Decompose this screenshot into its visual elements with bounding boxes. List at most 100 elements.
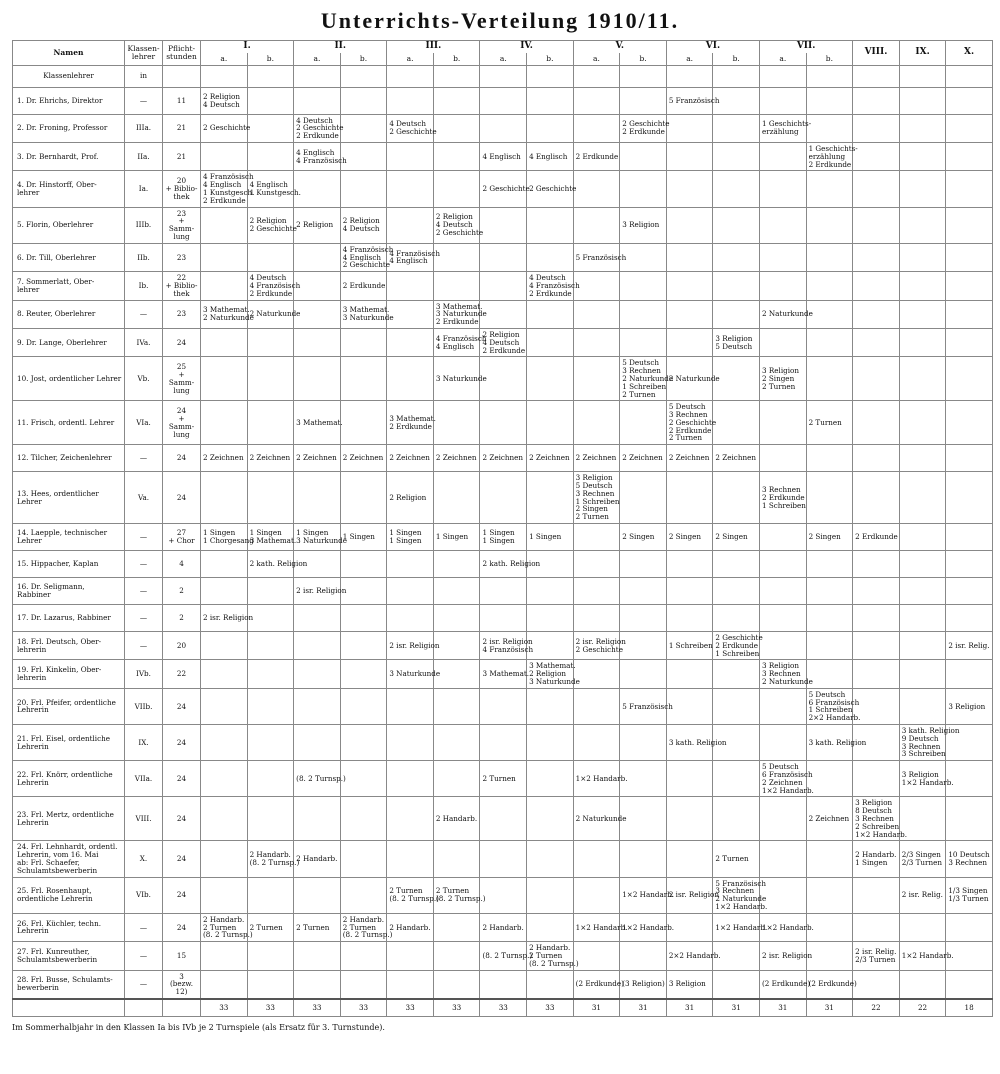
teacher-name: 8. Reuter, Oberlehrer (12, 299, 125, 329)
lesson-cell (759, 631, 807, 661)
lesson-cell: 1×2 Handarb. (572, 760, 628, 798)
sub-header: a. (479, 52, 528, 66)
lesson-cell: 3 Religion 3 Rechnen 2 Naturkunde (759, 659, 813, 689)
lesson-cell (665, 299, 714, 329)
teacher-name: 11. Frisch, ordentl. Lehrer (12, 400, 125, 446)
lesson-cell: 2 Handarb. 2 Turnen (8. 2 Turnsp.) (526, 941, 579, 971)
lesson-cell (898, 113, 947, 143)
lesson-cell (945, 969, 993, 1000)
lesson-cell (945, 912, 993, 943)
lesson-cell (619, 724, 667, 762)
lesson-cell (665, 113, 714, 143)
lesson-cell (852, 327, 900, 358)
lesson-cell (759, 444, 807, 473)
teacher-row: 18. Frl. Deutsch, Ober- lehrerin —20 2 isr… (12, 631, 993, 661)
lesson-cell (526, 471, 574, 525)
lesson-cell (526, 113, 574, 143)
lesson-cell: 2 Religion (293, 206, 341, 244)
lesson-cell: 2 Naturkunde (246, 299, 300, 329)
lesson-cell (339, 141, 388, 172)
required-hours: 24 (162, 724, 201, 762)
sub-header: b. (805, 52, 854, 66)
lesson-cell (200, 577, 248, 606)
total: 33 (432, 997, 481, 1017)
lesson-cell (945, 242, 993, 273)
lesson-cell (432, 659, 481, 689)
lesson-cell: 2 Zeichnen (805, 796, 854, 842)
lesson-cell (200, 724, 248, 762)
lesson-cell (526, 400, 574, 446)
teacher-row: 23. Frl. Mertz, ordentliche Lehrerin VIII… (12, 796, 993, 842)
lesson-cell: 2 Handarb. (386, 912, 434, 943)
lesson-cell: 2 Religion 4 Deutsch (339, 206, 388, 244)
lesson-cell (572, 687, 621, 726)
lesson-cell (386, 206, 434, 244)
class-teacher: Ia. (124, 170, 163, 208)
lesson-cell (200, 141, 248, 172)
lesson-cell (246, 604, 295, 633)
lesson-cell (805, 840, 854, 878)
teacher-name: 16. Dr. Seligmann, Rabbiner (12, 577, 125, 606)
required-hours: 24 (162, 687, 201, 726)
lesson-cell: 5 Französisch (572, 242, 626, 273)
lesson-cell: 1 Singen 1 Singen (479, 523, 528, 552)
sub-header: a. (386, 52, 434, 66)
lesson-cell: (3 Religion) (619, 969, 667, 1000)
lesson-cell: 3 Rechnen 2 Erdkunde 1 Schreiben (759, 471, 807, 525)
lesson-cell (246, 969, 295, 1000)
lesson-cell (712, 941, 760, 971)
lesson-cell (200, 271, 248, 301)
group-header: III. (386, 39, 481, 53)
group-header: IX. (898, 40, 947, 66)
lesson-cell (293, 659, 341, 689)
lesson-cell (293, 876, 341, 914)
required-hours: 24 (162, 327, 201, 358)
lesson-cell: 4 Deutsch 2 Geschichte (386, 113, 437, 143)
lesson-cell: 2 Geschichte (526, 170, 576, 208)
teacher-name: 4. Dr. Hinstorff, Ober- lehrer (12, 170, 125, 208)
lesson-cell (945, 941, 993, 971)
teacher-name: 14. Laepple, technischer Lehrer (12, 523, 125, 552)
lesson-cell (712, 604, 760, 633)
lesson-cell (479, 577, 528, 606)
lesson-cell (619, 941, 667, 971)
cell (12, 997, 125, 1017)
teacher-name: 17. Dr. Lazarus, Rabbiner (12, 604, 125, 633)
required-hours: 22 + Biblio- thek (162, 271, 201, 301)
teacher-name: 24. Frl. Lehnhardt, ordentl. Lehrerin, v… (12, 840, 125, 878)
lesson-cell (432, 242, 481, 273)
class-teacher: — (124, 969, 163, 1000)
required-hours: 21 (162, 141, 201, 172)
lesson-cell (526, 356, 574, 402)
lesson-cell: 3 Mathemat. 3 Naturkunde 2 Erdkunde (432, 299, 487, 329)
lesson-cell (805, 577, 854, 606)
lesson-cell (619, 170, 667, 208)
sub-header: a. (759, 52, 807, 66)
lesson-cell (246, 876, 295, 914)
lesson-cell (759, 724, 807, 762)
teacher-name: 23. Frl. Mertz, ordentliche Lehrerin (12, 796, 125, 842)
teacher-row: 9. Dr. Lange, Oberlehrer IVa. 24 4 Französi… (12, 327, 993, 358)
lesson-cell (432, 577, 481, 606)
class-teacher: — (124, 577, 163, 606)
lesson-cell: 3 Mathemat. 2 Naturkunde (200, 299, 254, 329)
lesson-cell: 2 Turnen (8. 2 Turnsp.) (432, 876, 486, 914)
lesson-cell (200, 659, 248, 689)
lesson-cell (759, 523, 807, 552)
lesson-cell (246, 659, 295, 689)
required-hours: 4 (162, 550, 201, 579)
lesson-cell: 5 Deutsch 6 Französisch 1 Schreiben 2×2 … (805, 687, 860, 726)
lesson-cell: (2 Erdkunde) (805, 969, 857, 1000)
cell (246, 64, 295, 88)
lesson-cell: 1 Singen 1 Singen (386, 523, 434, 552)
lesson-cell (852, 356, 900, 402)
class-teacher: — (124, 941, 163, 971)
lesson-cell: 2 Handarb. 1 Singen (852, 840, 900, 878)
lesson-cell: 1×2 Handarb. (619, 876, 674, 914)
lesson-cell (805, 444, 854, 473)
lesson-cell: 2 isr. Religion (665, 876, 719, 914)
lesson-cell (432, 604, 481, 633)
lesson-cell (712, 471, 760, 525)
lesson-cell (619, 840, 667, 878)
lesson-cell: 2 Religion 4 Deutsch 2 Geschichte (432, 206, 483, 244)
